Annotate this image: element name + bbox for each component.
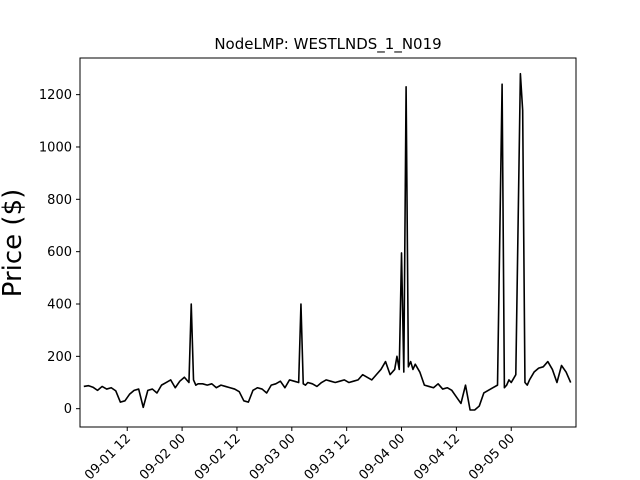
chart-title: NodeLMP: WESTLNDS_1_N019 xyxy=(214,35,441,54)
x-tick-label-0: 09-01 12 xyxy=(82,431,134,480)
x-tick-label-6: 09-04 12 xyxy=(411,431,463,480)
series-line-0 xyxy=(83,72,572,411)
x-tick-label-3: 09-03 00 xyxy=(247,431,299,480)
x-tick-label-2: 09-02 12 xyxy=(192,431,244,480)
x-tick-label-4: 09-03 12 xyxy=(302,431,354,480)
y-tick-label-6: 1200 xyxy=(39,88,72,103)
x-tick-label-5: 09-04 00 xyxy=(356,431,408,480)
y-axis-label: Price ($) xyxy=(0,189,28,298)
y-tick-label-5: 1000 xyxy=(39,140,72,155)
x-tick-label-7: 09-05 00 xyxy=(466,431,518,480)
y-tick-label-4: 800 xyxy=(47,193,72,208)
y-tick-label-0: 0 xyxy=(64,402,72,417)
y-tick-label-3: 600 xyxy=(47,245,72,260)
y-tick-label-1: 200 xyxy=(47,350,72,365)
y-tick-label-2: 400 xyxy=(47,298,72,313)
x-tick-label-1: 09-02 00 xyxy=(137,431,189,480)
plot-frame xyxy=(79,57,577,428)
